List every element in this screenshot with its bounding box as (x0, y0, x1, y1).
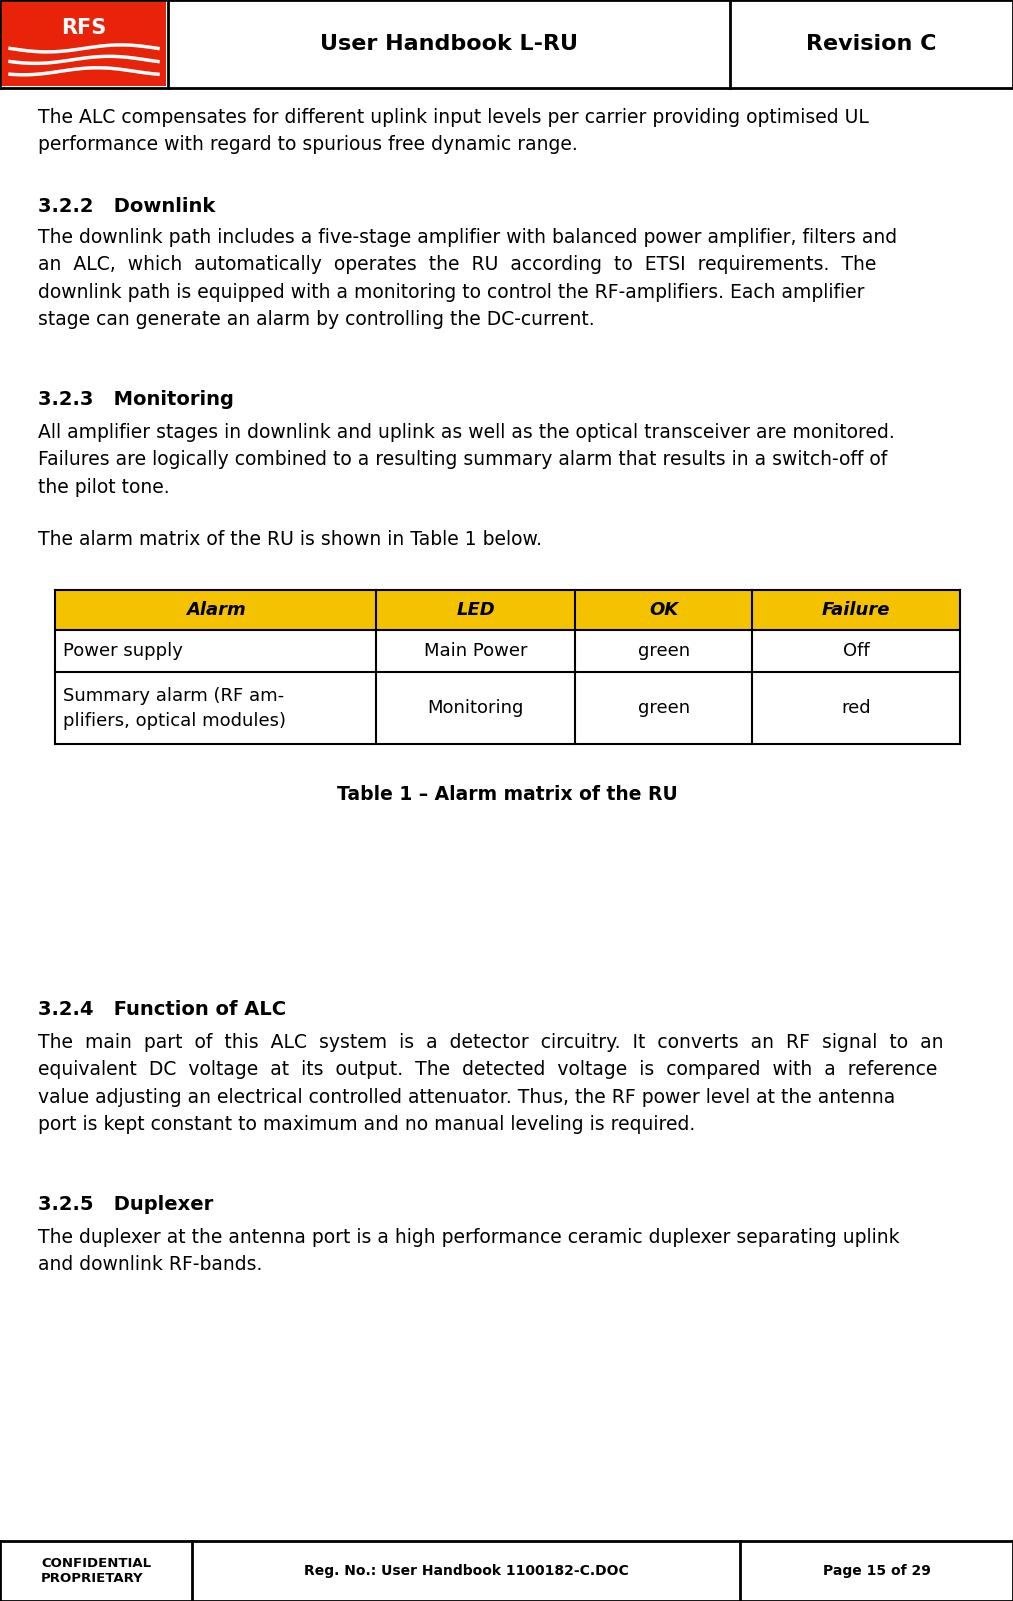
Text: green: green (637, 642, 690, 660)
Bar (55, 591, 960, 631)
Text: The alarm matrix of the RU is shown in Table 1 below.: The alarm matrix of the RU is shown in T… (38, 530, 542, 549)
Text: Off: Off (843, 642, 869, 660)
Text: The duplexer at the antenna port is a high performance ceramic duplexer separati: The duplexer at the antenna port is a hi… (38, 1228, 900, 1274)
Text: LED: LED (457, 600, 495, 620)
Text: Page 15 of 29: Page 15 of 29 (823, 1564, 930, 1579)
Text: Power supply: Power supply (63, 642, 183, 660)
Text: Failure: Failure (822, 600, 890, 620)
Text: 3.2.2   Downlink: 3.2.2 Downlink (38, 197, 215, 216)
Text: User Handbook L-RU: User Handbook L-RU (320, 34, 578, 54)
Text: Summary alarm (RF am-
plifiers, optical modules): Summary alarm (RF am- plifiers, optical … (63, 687, 286, 730)
Text: Monitoring: Monitoring (427, 700, 524, 717)
Text: The  main  part  of  this  ALC  system  is  a  detector  circuitry.  It  convert: The main part of this ALC system is a de… (38, 1033, 943, 1134)
Text: The ALC compensates for different uplink input levels per carrier providing opti: The ALC compensates for different uplink… (38, 107, 869, 154)
Text: Reg. No.: User Handbook 1100182-C.DOC: Reg. No.: User Handbook 1100182-C.DOC (304, 1564, 628, 1579)
Text: 3.2.4   Function of ALC: 3.2.4 Function of ALC (38, 1001, 286, 1018)
Text: OK: OK (649, 600, 679, 620)
Text: Table 1 – Alarm matrix of the RU: Table 1 – Alarm matrix of the RU (337, 784, 678, 804)
Text: 3.2.3   Monitoring: 3.2.3 Monitoring (38, 391, 234, 408)
Text: CONFIDENTIAL
PROPRIETARY: CONFIDENTIAL PROPRIETARY (41, 1558, 151, 1585)
Text: All amplifier stages in downlink and uplink as well as the optical transceiver a: All amplifier stages in downlink and upl… (38, 423, 894, 496)
Text: The downlink path includes a five-stage amplifier with balanced power amplifier,: The downlink path includes a five-stage … (38, 227, 898, 328)
Text: green: green (637, 700, 690, 717)
Text: Main Power: Main Power (424, 642, 528, 660)
Text: RFS: RFS (62, 18, 106, 38)
Text: Revision C: Revision C (806, 34, 937, 54)
Bar (2, 2, 166, 86)
Text: 3.2.5   Duplexer: 3.2.5 Duplexer (38, 1194, 214, 1214)
Text: Alarm: Alarm (185, 600, 245, 620)
Text: red: red (841, 700, 871, 717)
